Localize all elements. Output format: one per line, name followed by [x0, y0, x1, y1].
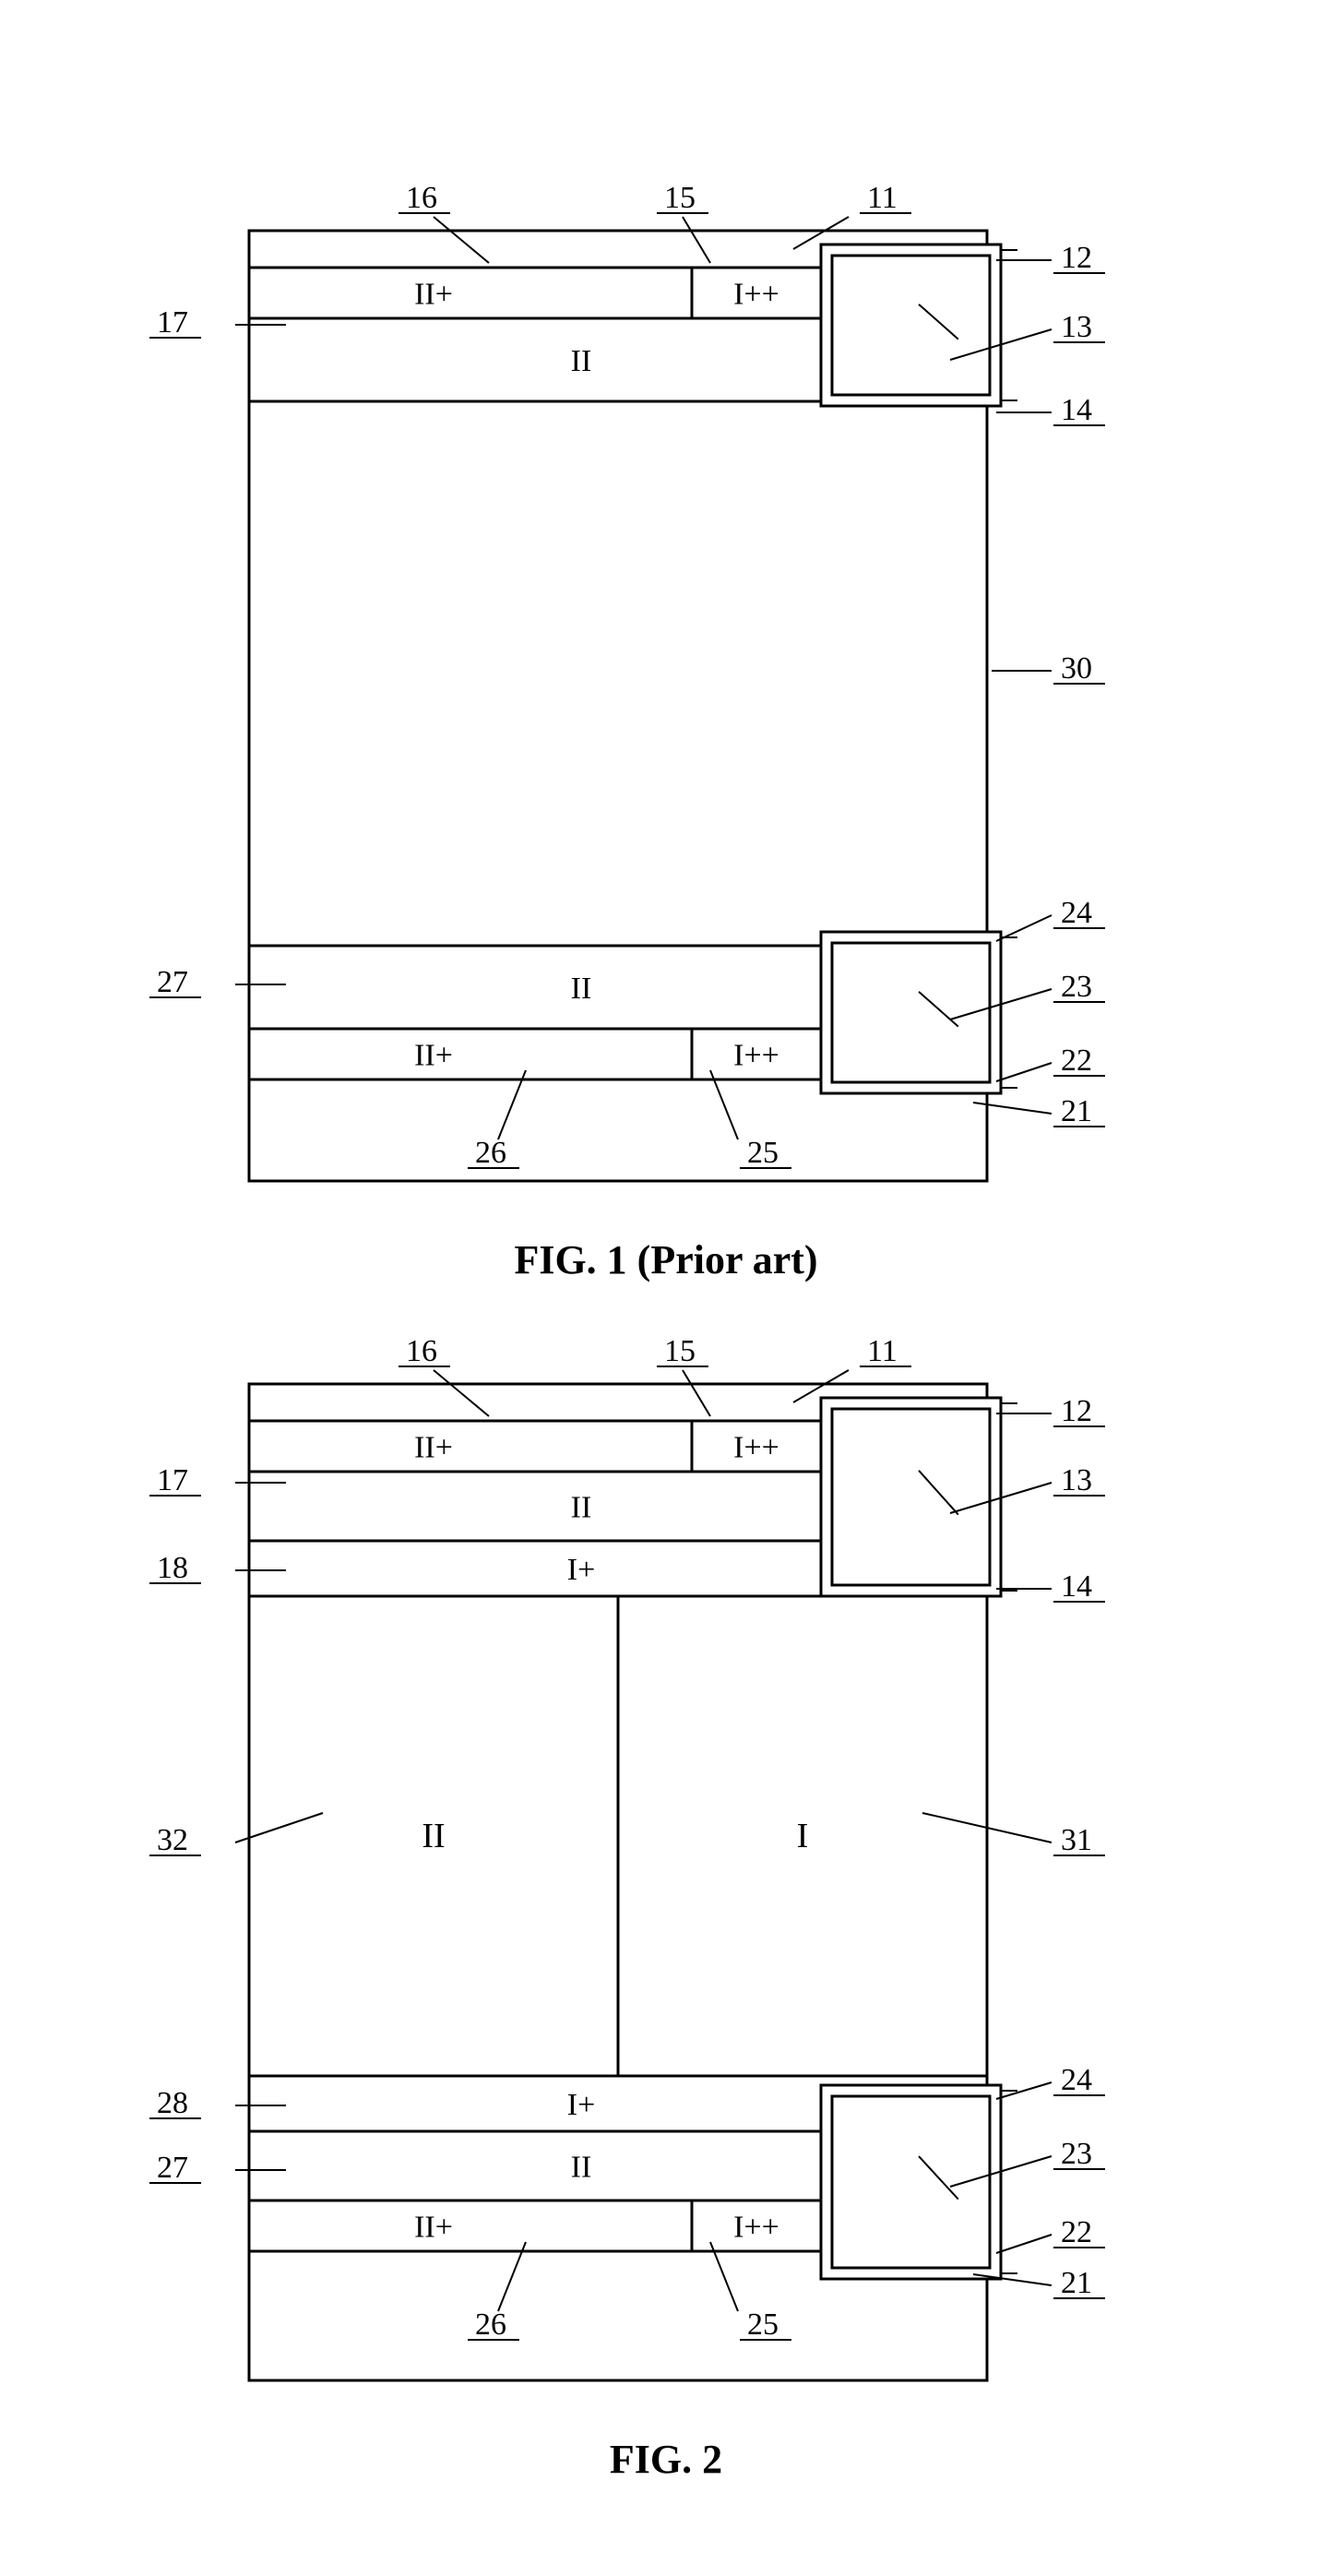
callout-16: 16: [406, 1334, 437, 1368]
callout-17: 17: [157, 1463, 188, 1497]
callout-24: 24: [1061, 2063, 1092, 2097]
callout-14: 14: [1061, 393, 1092, 427]
callout-11: 11: [867, 1334, 898, 1368]
callout-15: 15: [664, 181, 696, 215]
callout-25: 25: [747, 1136, 779, 1170]
svg-text:I++: I++: [733, 1038, 779, 1072]
callout-27: 27: [157, 2151, 188, 2185]
callout-17: 17: [157, 305, 188, 340]
svg-text:II+: II+: [414, 2210, 453, 2244]
svg-text:II+: II+: [414, 1038, 453, 1072]
svg-text:I++: I++: [733, 1430, 779, 1464]
fig2-caption: FIG. 2: [610, 2437, 722, 2482]
callout-26: 26: [475, 2308, 506, 2342]
callout-22: 22: [1061, 2215, 1092, 2249]
callout-22: 22: [1061, 1044, 1092, 1078]
svg-text:I: I: [797, 1817, 809, 1855]
figure: II+I++III+IIII+IIII+I++16151112131417183…: [149, 1334, 1105, 2380]
svg-text:I+: I+: [567, 1553, 596, 1587]
figure: II+ I++ II II II+ I++ 16 15 11 12 13 14 17 30 24 23 27 22…: [149, 181, 1105, 1181]
svg-text:II+: II+: [414, 277, 453, 311]
callout-21: 21: [1061, 2266, 1092, 2300]
svg-text:II: II: [571, 344, 592, 378]
callout-25: 25: [747, 2308, 779, 2342]
callout-14: 14: [1061, 1569, 1092, 1604]
svg-text:II: II: [571, 972, 592, 1006]
fig1-caption: FIG. 1 (Prior art): [514, 1237, 817, 1282]
callout-11: 11: [867, 181, 898, 215]
callout-23: 23: [1061, 2137, 1092, 2171]
callout-24: 24: [1061, 896, 1092, 930]
svg-text:I++: I++: [733, 277, 779, 311]
svg-text:I++: I++: [733, 2210, 779, 2244]
callout-28: 28: [157, 2086, 188, 2120]
callout-26: 26: [475, 1136, 506, 1170]
callout-13: 13: [1061, 1463, 1092, 1497]
svg-text:II: II: [422, 1817, 445, 1855]
callout-16: 16: [406, 181, 437, 215]
svg-text:II: II: [571, 2150, 592, 2184]
callout-18: 18: [157, 1551, 188, 1585]
callout-23: 23: [1061, 970, 1092, 1004]
callout-31: 31: [1061, 1823, 1092, 1857]
callout-12: 12: [1061, 241, 1092, 275]
callout-21: 21: [1061, 1094, 1092, 1128]
svg-text:II+: II+: [414, 1430, 453, 1464]
callout-32: 32: [157, 1823, 188, 1857]
callout-13: 13: [1061, 310, 1092, 344]
callout-27: 27: [157, 965, 188, 999]
diagram-stage: II+I++IIIIII+I++161511121314173024232722…: [0, 0, 1332, 2576]
callout-12: 12: [1061, 1394, 1092, 1428]
callout-30: 30: [1061, 651, 1092, 686]
svg-text:I+: I+: [567, 2088, 596, 2122]
svg-text:II: II: [571, 1490, 592, 1524]
callout-15: 15: [664, 1334, 696, 1368]
